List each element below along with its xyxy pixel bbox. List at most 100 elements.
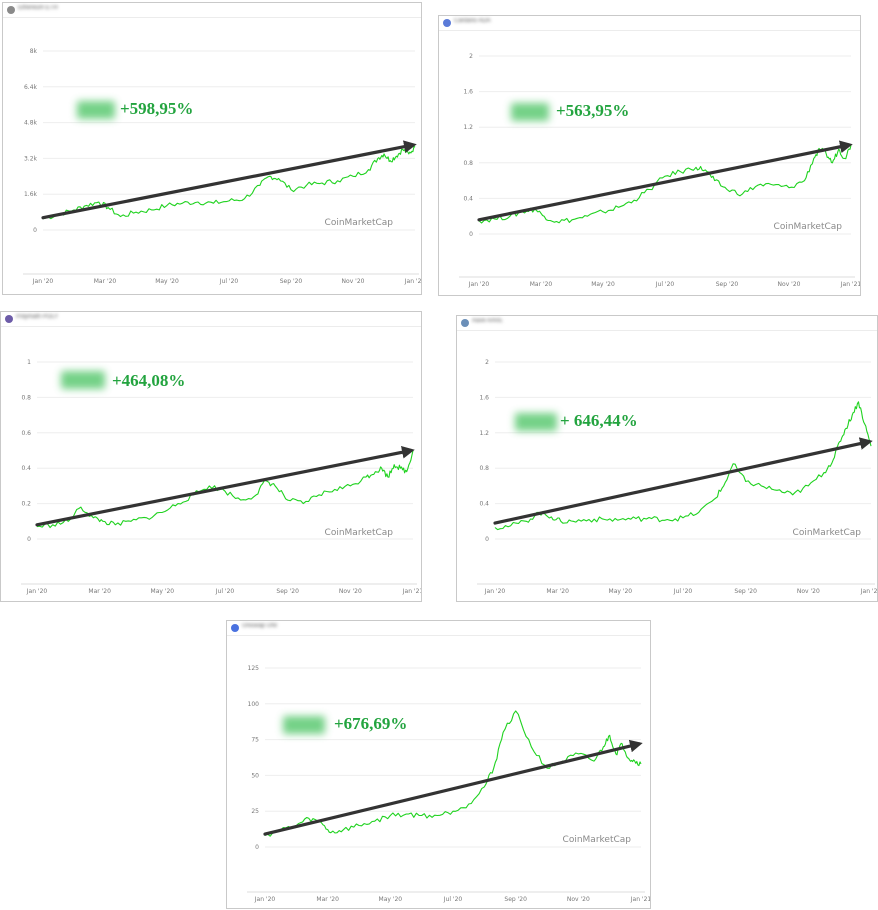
watermark-text: CoinMarketCap — [793, 528, 862, 538]
chart-panel-4: Aave AAVE 0 0.4 0.8 1.2 1.6 2 Jan '20 Mar '20 Ma… — [456, 315, 878, 602]
y-tick-label: 0.8 — [463, 160, 473, 167]
x-tick-label: Mar '20 — [316, 896, 339, 903]
x-tick-label: May '20 — [591, 281, 615, 288]
chart-panel-2: Cardano ADA 0 0.4 0.8 1.2 1.6 2 Jan '20 Mar '20… — [438, 15, 861, 296]
chart-panel-5: Uniswap UNI 0 25 50 75 100 125 Jan '20 Mar '20 M… — [226, 620, 651, 909]
x-tick-label: Jul '20 — [219, 278, 239, 285]
coin-name: Aave AAVE — [472, 318, 503, 324]
x-tick-label: Nov '20 — [342, 278, 365, 285]
price-series-line — [264, 710, 642, 837]
price-series-line — [42, 145, 416, 220]
x-tick-label: Jan '20 — [468, 281, 490, 288]
x-tick-label: Jul '20 — [215, 588, 235, 595]
trend-arrow — [263, 739, 643, 836]
x-tick-label: Jan '20 — [254, 896, 276, 903]
x-tick-label: Jul '20 — [443, 896, 463, 903]
y-tick-label: 0.4 — [21, 465, 31, 472]
watermark-text: CoinMarketCap — [325, 218, 394, 228]
chart-area: 0 0.4 0.8 1.2 1.6 2 Jan '20 Mar '20 May '20 Jul '… — [477, 359, 878, 595]
y-tick-label: 1.6k — [24, 191, 38, 198]
percent-change-label: +598,95% — [120, 99, 194, 118]
x-tick-label: Nov '20 — [778, 281, 801, 288]
trend-arrow — [477, 140, 853, 222]
x-tick-label: Jan '21 — [860, 588, 878, 595]
x-tick-label: Sep '20 — [504, 896, 527, 903]
y-tick-label: 0.4 — [463, 195, 473, 202]
blurred-price — [511, 103, 549, 121]
trend-arrow — [493, 437, 873, 525]
blurred-price — [77, 101, 115, 119]
coin-name: Uniswap UNI — [242, 623, 278, 629]
x-tick-label: Jan '20 — [484, 588, 506, 595]
y-tick-label: 2 — [469, 53, 473, 60]
panel-header: Aave AAVE — [457, 316, 877, 331]
y-tick-label: 0.8 — [479, 465, 489, 472]
blurred-price — [515, 413, 557, 431]
x-tick-label: Jul '20 — [673, 588, 693, 595]
coin-name: Ethereum ETH — [18, 5, 58, 11]
chart-area: 0 1.6k 3.2k 4.8k 6.4k 8k Jan '20 Mar '20 May '20… — [23, 48, 422, 285]
watermark-text: CoinMarketCap — [325, 528, 394, 538]
x-tick-label: May '20 — [609, 588, 633, 595]
blurred-price — [283, 716, 325, 734]
x-tick-label: Sep '20 — [716, 281, 739, 288]
x-tick-label: May '20 — [151, 588, 175, 595]
y-tick-label: 2 — [485, 359, 489, 366]
chart-area: 0 0.2 0.4 0.6 0.8 1 Jan '20 Mar '20 May '20 Jul '… — [21, 359, 421, 595]
y-tick-label: 1.6 — [463, 89, 473, 96]
y-tick-label: 1.6 — [479, 394, 489, 401]
x-tick-label: Jul '20 — [655, 281, 675, 288]
x-tick-label: Nov '20 — [567, 896, 590, 903]
coin-name: Polymath POLY — [16, 314, 59, 320]
x-tick-label: Mar '20 — [94, 278, 117, 285]
x-tick-label: Mar '20 — [88, 588, 111, 595]
y-tick-label: 125 — [248, 665, 260, 672]
y-tick-label: 0.2 — [21, 501, 31, 508]
x-tick-label: Mar '20 — [546, 588, 569, 595]
percent-change-label: + 646,44% — [560, 411, 638, 430]
trend-arrow — [41, 140, 417, 220]
x-tick-label: Nov '20 — [339, 588, 362, 595]
percent-change-label: +563,95% — [556, 101, 630, 120]
price-series-line — [494, 401, 872, 531]
x-tick-label: May '20 — [155, 278, 179, 285]
y-tick-label: 0.6 — [21, 430, 31, 437]
coin-name: Cardano ADA — [454, 18, 491, 24]
y-tick-label: 0 — [255, 844, 259, 851]
coin-logo-icon — [5, 315, 13, 323]
panel-header: Uniswap UNI — [227, 621, 650, 636]
coin-logo-icon — [231, 624, 239, 632]
coin-logo-icon — [443, 19, 451, 27]
y-tick-label: 8k — [30, 48, 38, 55]
x-tick-label: Sep '20 — [276, 588, 299, 595]
chart-area: 0 25 50 75 100 125 Jan '20 Mar '20 May '20 Jul '2… — [247, 665, 651, 903]
coin-logo-icon — [461, 319, 469, 327]
y-tick-label: 0 — [485, 536, 489, 543]
chart-panel-3: Polymath POLY 0 0.2 0.4 0.6 0.8 1 Jan '20 Mar '… — [0, 311, 422, 602]
x-tick-label: Sep '20 — [734, 588, 757, 595]
y-tick-label: 100 — [248, 701, 260, 708]
watermark-text: CoinMarketCap — [774, 222, 843, 232]
x-tick-label: Jan '20 — [32, 278, 54, 285]
panel-header: Ethereum ETH — [3, 3, 421, 18]
percent-change-label: +464,08% — [112, 371, 186, 390]
x-tick-label: May '20 — [379, 896, 403, 903]
y-tick-label: 1.2 — [463, 124, 473, 131]
watermark-text: CoinMarketCap — [563, 835, 632, 845]
y-tick-label: 1 — [27, 359, 31, 366]
y-tick-label: 0.4 — [479, 501, 489, 508]
x-tick-label: Mar '20 — [530, 281, 553, 288]
chart-area: 0 0.4 0.8 1.2 1.6 2 Jan '20 Mar '20 May '20 Jul '… — [459, 53, 860, 288]
y-tick-label: 25 — [251, 808, 259, 815]
y-tick-label: 3.2k — [24, 155, 38, 162]
y-tick-label: 0 — [469, 231, 473, 238]
coin-logo-icon — [7, 6, 15, 14]
y-tick-label: 4.8k — [24, 120, 38, 127]
x-tick-label: Jan '21 — [404, 278, 422, 285]
percent-change-label: +676,69% — [334, 714, 408, 733]
x-tick-label: Jan '20 — [26, 588, 48, 595]
y-tick-label: 0.8 — [21, 394, 31, 401]
x-tick-label: Jan '21 — [630, 896, 651, 903]
y-tick-label: 0 — [33, 227, 37, 234]
blurred-price — [61, 371, 105, 389]
